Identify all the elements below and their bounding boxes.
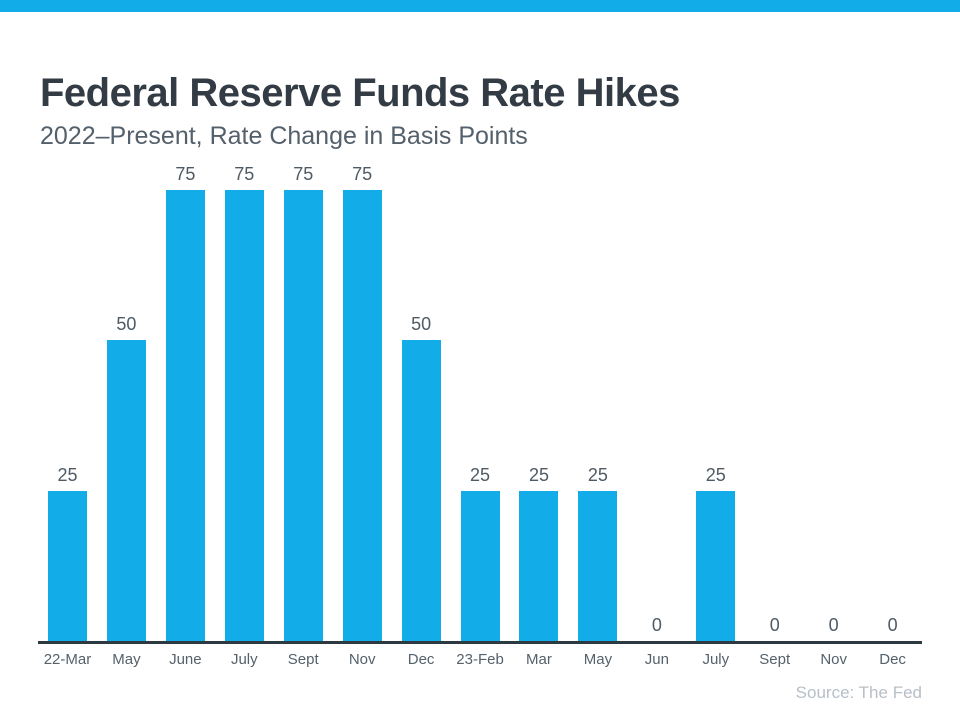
bar-value-label: 50	[116, 314, 137, 335]
x-axis-label: May	[583, 651, 613, 668]
bar-slot: 25	[451, 150, 510, 641]
bar-value-label: 0	[887, 615, 898, 635]
bar-value-label: 25	[528, 464, 549, 485]
bar	[696, 490, 736, 641]
x-axis-label: 23-Feb	[456, 651, 504, 668]
bar-slot: 25	[686, 150, 745, 641]
bar-value-label: 25	[470, 464, 491, 485]
bar	[106, 340, 146, 641]
bar-slot: 75	[274, 150, 333, 641]
bar	[165, 190, 205, 641]
bar-slot: 50	[97, 150, 156, 641]
x-axis-labels-row: 22-Mar May June July Sept Nov Dec 23-Feb Mar May J…	[38, 651, 922, 668]
bar-value-label: 0	[769, 615, 780, 635]
bar-slot: 25	[38, 150, 97, 641]
bar-slot: 75	[333, 150, 392, 641]
x-axis-label: Nov	[348, 651, 376, 668]
x-axis-label: May	[112, 651, 141, 668]
bar-value-label: 75	[352, 164, 373, 184]
page-title: Federal Reserve Funds Rate Hikes	[40, 70, 680, 115]
x-axis-label: Mar	[526, 651, 552, 668]
bar	[342, 190, 382, 641]
bar	[401, 340, 441, 641]
page-subtitle: 2022–Present, Rate Change in Basis Point…	[40, 121, 528, 150]
bar-slot: 0	[627, 150, 686, 641]
x-axis-label: Jun	[644, 651, 669, 668]
top-accent-bar	[0, 0, 960, 12]
bar-chart-plot-area: 25 50 75 75 75 75 50 25 25 25 0 25 0 0 0	[38, 150, 922, 641]
x-axis-label: 22-Mar	[43, 651, 92, 668]
bar	[283, 190, 323, 641]
bar-slot: 75	[215, 150, 274, 641]
bar	[519, 490, 559, 641]
x-axis-label: Sept	[287, 651, 319, 668]
bar	[47, 490, 87, 641]
source-attribution: Source: The Fed	[795, 683, 922, 702]
bar-slot: 25	[568, 150, 627, 641]
bar	[460, 490, 500, 641]
bar-value-label: 75	[175, 164, 196, 184]
x-axis-line	[38, 641, 922, 644]
x-axis-label: Nov	[820, 651, 847, 668]
bar-slot: 75	[156, 150, 215, 641]
bar-slot: 50	[392, 150, 451, 641]
x-axis-label: Dec	[407, 651, 435, 668]
bar-value-label: 0	[828, 615, 839, 635]
x-axis-label: Sept	[759, 651, 791, 668]
bar-slot: 0	[745, 150, 804, 641]
bar-slot: 0	[863, 150, 922, 641]
bar-slot: 25	[510, 150, 569, 641]
bar	[578, 490, 618, 641]
x-axis-label: July	[702, 651, 730, 668]
bar	[224, 190, 264, 641]
x-axis-label: June	[169, 651, 202, 668]
bar-value-label: 50	[411, 314, 432, 335]
bar-value-label: 25	[57, 464, 78, 485]
bar-slot: 0	[804, 150, 863, 641]
x-axis-label: Dec	[879, 651, 906, 668]
x-axis-label: July	[230, 651, 258, 668]
bar-value-label: 25	[705, 464, 726, 485]
bar-value-label: 25	[587, 464, 608, 485]
bar-value-label: 75	[234, 164, 255, 184]
bar-value-label: 75	[293, 164, 314, 184]
bar-value-label: 0	[651, 615, 662, 635]
